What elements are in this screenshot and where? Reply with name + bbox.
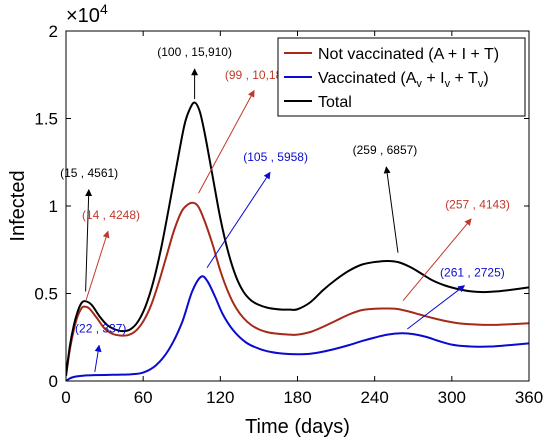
annotation-label: (22 , 337) — [75, 322, 126, 336]
y-tick-label: 0 — [49, 372, 58, 391]
series-not-vaccinated-line — [66, 201, 529, 376]
y-tick-label: 2 — [49, 22, 58, 41]
exponent-base: ×10 — [66, 5, 100, 27]
x-tick-label: 360 — [515, 388, 543, 407]
legend-item-not-vaccinated: Not vaccinated (A + I + T) — [284, 46, 499, 63]
annotation-arrow — [94, 344, 102, 373]
annotation-label: (99 , 10,181) — [225, 68, 293, 82]
annotation-layer: (100 , 15,910) (15 , 4561) (14 , 4248) (99 … — [60, 45, 510, 373]
y-axis-exponent: ×104 — [66, 1, 108, 27]
annotation: (257 , 4143) — [402, 197, 510, 302]
x-tick-label: 240 — [360, 388, 388, 407]
annotation-label: (259 , 6857) — [353, 143, 418, 157]
annotation-arrow — [402, 218, 472, 302]
annotation-label: (15 , 4561) — [60, 166, 118, 180]
annotation-label: (257 , 4143) — [445, 197, 510, 211]
ticks-layer: 0 60 120 180 240 300 360 0 0.5 1 1.5 2 — [34, 22, 543, 407]
y-tick-label: 0.5 — [34, 285, 58, 304]
annotation-arrow — [383, 166, 399, 253]
legend-label: Vaccinated (Av + Iv + Tv) — [318, 70, 489, 90]
annotation-label: (105 , 5958) — [243, 150, 308, 164]
series-vaccinated-line — [66, 275, 529, 381]
annotation-label: (14 , 4248) — [82, 208, 140, 222]
series-total-line — [66, 101, 529, 376]
x-axis-label: Time (days) — [245, 416, 350, 438]
annotation-arrow — [407, 285, 466, 330]
series-layer — [66, 101, 529, 381]
y-tick-label: 1 — [49, 197, 58, 216]
annotation-arrow — [198, 89, 255, 194]
y-axis-label: Infected — [7, 170, 29, 241]
legend-label: Not vaccinated (A + I + T) — [318, 46, 499, 63]
annotation: (259 , 6857) — [353, 143, 418, 253]
annotation-arrow — [206, 171, 271, 268]
annotation: (15 , 4561) — [60, 166, 118, 292]
exponent-power: 4 — [100, 1, 108, 17]
annotation-arrow — [85, 230, 110, 301]
annotation: (100 , 15,910) — [157, 45, 232, 100]
x-tick-label: 300 — [438, 388, 466, 407]
x-tick-label: 120 — [206, 388, 234, 407]
annotation-arrow — [85, 189, 93, 292]
x-tick-label: 180 — [283, 388, 311, 407]
annotation: (14 , 4248) — [82, 208, 140, 301]
annotation: (105 , 5958) — [206, 150, 308, 268]
legend-label: Total — [318, 94, 352, 111]
annotation-label: (261 , 2725) — [440, 266, 505, 280]
x-tick-label: 60 — [134, 388, 153, 407]
legend: Not vaccinated (A + I + T) Vaccinated (Av… — [277, 37, 526, 117]
annotation: (261 , 2725) — [407, 266, 505, 330]
annotation-label: (100 , 15,910) — [157, 45, 232, 59]
legend-item-vaccinated: Vaccinated (Av + Iv + Tv) — [284, 70, 489, 90]
x-tick-label: 0 — [61, 388, 70, 407]
annotation: (22 , 337) — [75, 322, 126, 373]
legend-box — [277, 37, 526, 117]
annotation: (99 , 10,181) — [198, 68, 293, 194]
y-tick-label: 1.5 — [34, 110, 58, 129]
legend-item-total: Total — [284, 94, 352, 111]
